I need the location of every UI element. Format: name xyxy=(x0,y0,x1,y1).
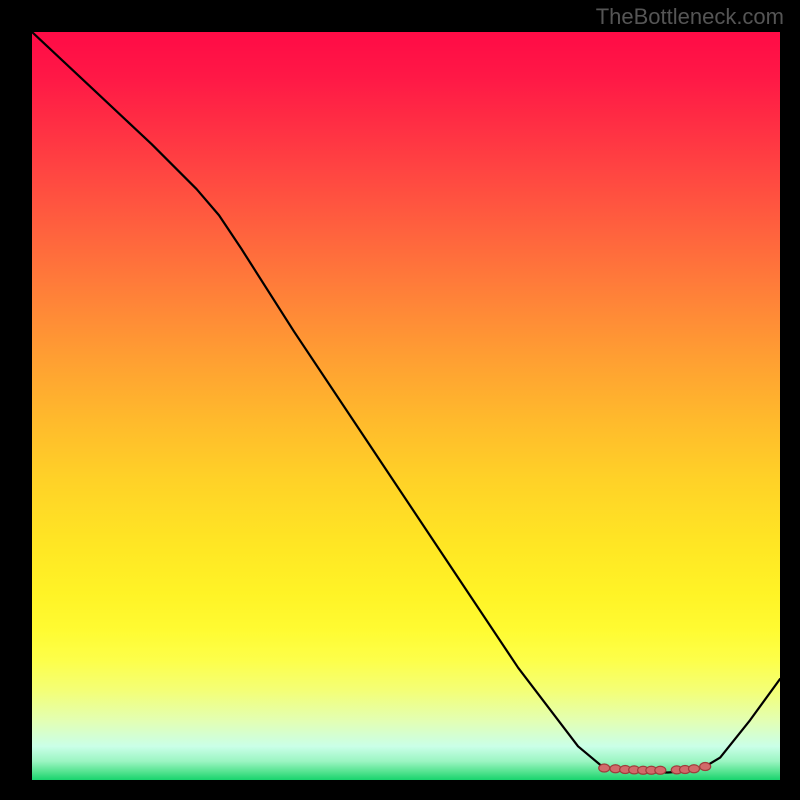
chart-svg xyxy=(32,32,780,780)
chart-marker xyxy=(599,764,610,772)
chart-marker xyxy=(655,766,666,774)
chart-marker xyxy=(700,763,711,771)
chart-plot-area xyxy=(32,32,780,780)
attribution-text: TheBottleneck.com xyxy=(596,4,784,30)
chart-background xyxy=(32,32,780,780)
chart-marker xyxy=(688,765,699,773)
